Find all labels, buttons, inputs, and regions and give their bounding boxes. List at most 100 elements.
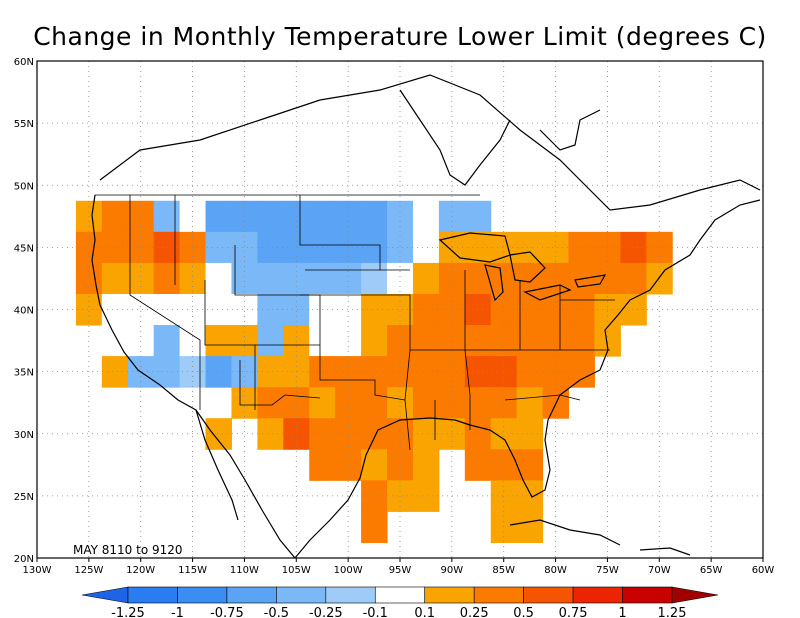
x-tick-label: 80W xyxy=(544,565,567,576)
x-tick-label: 95W xyxy=(389,565,412,576)
x-tick-label: 65W xyxy=(700,565,723,576)
x-tick-label: 85W xyxy=(492,565,515,576)
heatmap-cell xyxy=(205,325,232,357)
heatmap-cell xyxy=(361,387,388,419)
heatmap-cell xyxy=(361,325,388,357)
state-borders xyxy=(95,194,615,451)
heatmap-cell xyxy=(205,356,232,388)
x-tick-label: 60W xyxy=(752,565,775,576)
heatmap-cell xyxy=(412,356,440,388)
colorbar-label: -0.5 xyxy=(264,606,289,618)
colorbar-label: -0.25 xyxy=(309,606,343,618)
heatmap-cell xyxy=(257,200,284,233)
heatmap-cell xyxy=(464,200,492,233)
heatmap-cell xyxy=(101,293,129,326)
heatmap-cell xyxy=(620,262,647,295)
heatmap-cell xyxy=(464,418,492,450)
heatmap-cell xyxy=(205,418,232,450)
heatmap-cell xyxy=(438,387,466,419)
heatmap-cell xyxy=(257,293,284,326)
heatmap-cell xyxy=(464,356,492,388)
colorbar-swatch xyxy=(572,586,623,604)
colorbar-swatch xyxy=(226,586,277,604)
heatmap-cell xyxy=(516,449,544,481)
colorbar-label: 1.25 xyxy=(658,606,687,618)
colorbar-swatch xyxy=(177,586,228,604)
heatmap-cell xyxy=(464,449,492,481)
heatmap-cell xyxy=(309,449,336,481)
x-tick-label: 110W xyxy=(230,565,259,576)
heatmap-cell xyxy=(335,387,362,419)
x-tick-label: 90W xyxy=(441,565,464,576)
heatmap-cell xyxy=(387,262,414,295)
heatmap-cell xyxy=(257,356,284,388)
colorbar-label: 0.25 xyxy=(460,606,489,618)
heatmap-cell xyxy=(309,325,336,357)
heatmap-cell xyxy=(101,200,129,233)
heatmap-cell xyxy=(153,200,181,233)
heatmap-cell xyxy=(516,356,544,388)
heatmap-cell xyxy=(542,262,570,295)
y-tick-label: 50N xyxy=(14,181,34,192)
axis-ticks: 130W 125W 120W 115W 110W 105W 100W 95W 90W 85W 80W… xyxy=(14,57,775,576)
colorbar: -1.25 -1 -0.75 -0.5 -0.25 -0.1 0.1 0.25 0.5 0.75 1… xyxy=(81,586,719,618)
heatmap-cell xyxy=(335,262,362,295)
x-tick-label: 125W xyxy=(74,565,103,576)
colorbar-high-arrow xyxy=(671,586,719,604)
heatmap-cell xyxy=(412,418,440,450)
heatmap-cell xyxy=(412,325,440,357)
heatmap-cell xyxy=(412,387,440,419)
x-tick-label: 70W xyxy=(648,565,671,576)
y-tick-label: 55N xyxy=(14,119,34,130)
colorbar-low-arrow xyxy=(81,586,129,604)
heatmap-cell xyxy=(75,262,103,295)
heatmap-cell xyxy=(153,262,181,295)
heatmap-cell xyxy=(464,231,492,264)
heatmap-cell xyxy=(205,262,232,295)
heatmap-cell xyxy=(568,325,595,357)
heatmap-cell xyxy=(309,262,336,295)
heatmap-cell xyxy=(283,387,310,419)
colorbar-swatch xyxy=(276,586,327,604)
y-tick-label: 60N xyxy=(14,57,34,68)
colorbar-swatch xyxy=(127,586,178,604)
heatmap-cell xyxy=(516,325,544,357)
heatmap-cell xyxy=(516,511,544,543)
heatmap-cell xyxy=(361,480,388,512)
heatmap-cell xyxy=(231,262,258,295)
heatmap-cell xyxy=(335,449,362,481)
heatmap-cell xyxy=(205,231,232,264)
heatmap-cell xyxy=(257,387,284,419)
x-tick-label: 75W xyxy=(596,565,619,576)
heatmap-cell xyxy=(412,449,440,481)
heatmap-cell xyxy=(101,262,129,295)
heatmap-cell xyxy=(231,231,258,264)
heatmap-cell xyxy=(412,293,440,326)
heatmap-cell xyxy=(361,231,388,264)
x-tick-label: 105W xyxy=(282,565,311,576)
heatmap-cell xyxy=(179,262,207,295)
heatmap-cell xyxy=(464,262,492,295)
heatmap-cell xyxy=(361,200,388,233)
heatmap-cell xyxy=(516,231,544,264)
heatmap-cell xyxy=(490,418,518,450)
colorbar-label: -1.25 xyxy=(111,606,145,618)
heatmap-cell xyxy=(127,262,155,295)
heatmap-cell xyxy=(361,418,388,450)
heatmap-cell xyxy=(309,387,336,419)
map-title: Change in Monthly Temperature Lower Limi… xyxy=(33,22,767,51)
y-tick-label: 45N xyxy=(14,243,34,254)
x-tick-label: 115W xyxy=(178,565,207,576)
heatmap-cell xyxy=(257,325,284,357)
x-tick-label: 100W xyxy=(334,565,363,576)
heatmap-cell xyxy=(257,231,284,264)
gridlines xyxy=(37,61,763,558)
heatmap-cells xyxy=(75,200,673,543)
heatmap-cell xyxy=(464,387,492,419)
heatmap-cell xyxy=(387,449,414,481)
coastlines xyxy=(91,74,761,558)
heatmap-cell xyxy=(438,262,466,295)
heatmap-cell xyxy=(231,293,258,326)
colorbar-label: 0.1 xyxy=(414,606,435,618)
